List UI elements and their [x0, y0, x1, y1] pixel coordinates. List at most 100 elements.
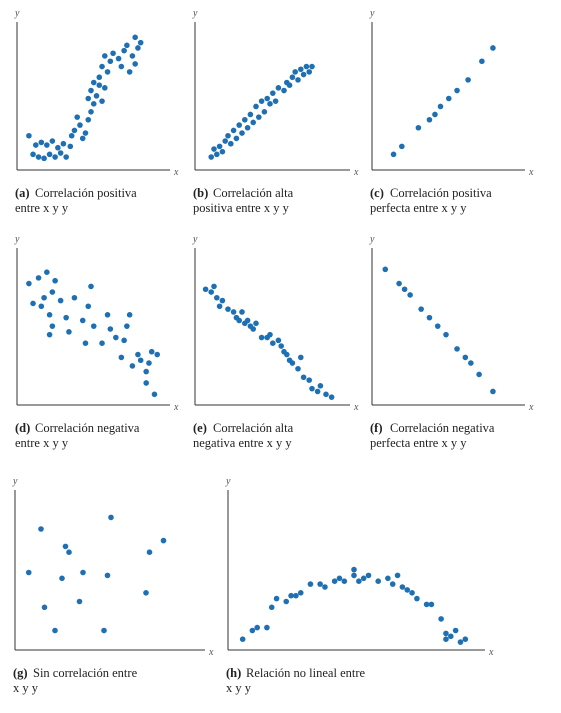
data-point — [443, 630, 449, 637]
data-point — [214, 294, 220, 301]
data-point — [90, 101, 97, 107]
data-point — [462, 636, 469, 642]
data-point — [298, 354, 304, 361]
data-point — [63, 314, 69, 321]
data-point — [399, 143, 405, 150]
data-point — [239, 130, 245, 136]
data-point — [41, 155, 47, 162]
data-point — [314, 388, 321, 395]
data-point — [67, 143, 74, 150]
data-point — [132, 34, 138, 41]
data-point — [306, 69, 313, 75]
data-point — [306, 377, 313, 383]
data-point — [295, 77, 301, 83]
data-point — [389, 581, 396, 587]
data-point — [57, 297, 64, 304]
data-point — [76, 598, 83, 605]
data-point — [108, 514, 114, 521]
caption-line: entre x y y — [15, 201, 69, 215]
data-point — [101, 627, 107, 634]
data-point — [71, 127, 78, 134]
data-point — [85, 116, 92, 123]
data-point — [88, 283, 94, 290]
data-point — [267, 101, 273, 107]
data-point — [118, 354, 125, 361]
data-point — [137, 357, 144, 364]
data-point — [225, 306, 231, 312]
data-point — [448, 633, 454, 640]
caption-line: Sin correlación entre — [33, 666, 138, 680]
data-point — [228, 140, 234, 147]
data-point — [268, 604, 275, 611]
data-point — [46, 312, 53, 318]
data-point — [90, 323, 97, 329]
data-point — [35, 154, 42, 160]
data-point — [85, 303, 92, 310]
y-axis-label: y — [14, 234, 20, 245]
data-point — [143, 590, 149, 596]
data-point — [382, 266, 389, 273]
data-point — [93, 93, 100, 99]
caption-label: (e) — [193, 421, 207, 435]
data-point — [124, 42, 130, 49]
caption-line: positiva entre x y y — [193, 201, 290, 215]
data-point — [38, 303, 45, 310]
x-axis-label: x — [353, 167, 359, 178]
data-point — [143, 368, 149, 375]
data-point — [132, 61, 138, 67]
caption-line: x y y — [13, 681, 39, 695]
data-point — [96, 82, 103, 88]
data-point — [432, 111, 438, 118]
data-point — [107, 326, 114, 332]
data-point — [281, 87, 287, 94]
data-point — [202, 286, 209, 293]
data-point — [298, 66, 304, 73]
data-point — [49, 323, 56, 329]
data-point — [336, 575, 343, 582]
data-point — [275, 337, 282, 344]
data-point — [129, 363, 136, 369]
data-point — [41, 604, 48, 611]
data-point — [219, 297, 226, 304]
data-point — [443, 331, 449, 338]
data-point — [25, 569, 32, 576]
data-point — [396, 280, 402, 287]
data-point — [261, 109, 268, 115]
data-point — [52, 627, 58, 634]
data-point — [309, 385, 315, 392]
data-point — [236, 317, 242, 324]
data-point — [360, 575, 367, 582]
data-point — [57, 150, 64, 156]
data-point — [289, 360, 296, 366]
data-point — [409, 590, 415, 596]
data-point — [418, 306, 424, 312]
data-point — [253, 103, 259, 110]
caption-label: (h) — [226, 666, 241, 680]
data-point — [126, 69, 133, 75]
data-point — [309, 63, 315, 70]
data-point — [462, 354, 469, 361]
data-point — [82, 340, 89, 347]
caption-label: (a) — [15, 186, 30, 200]
data-point — [151, 391, 158, 398]
data-point — [414, 595, 420, 602]
data-point — [44, 142, 50, 148]
data-point — [284, 351, 290, 358]
data-point — [445, 95, 452, 102]
data-point — [99, 98, 105, 104]
data-point — [323, 391, 329, 398]
y-axis-label: y — [12, 476, 18, 487]
data-point — [96, 74, 103, 81]
data-point — [490, 45, 496, 51]
caption-line: Correlación negativa — [390, 421, 495, 435]
data-point — [328, 394, 335, 400]
data-point — [375, 578, 382, 584]
data-point — [26, 280, 32, 287]
data-point — [244, 124, 251, 131]
data-point — [247, 111, 254, 118]
x-axis-label: x — [528, 402, 534, 413]
data-point — [211, 283, 217, 290]
data-point — [208, 154, 214, 160]
data-point — [293, 592, 299, 599]
data-point — [216, 143, 223, 150]
